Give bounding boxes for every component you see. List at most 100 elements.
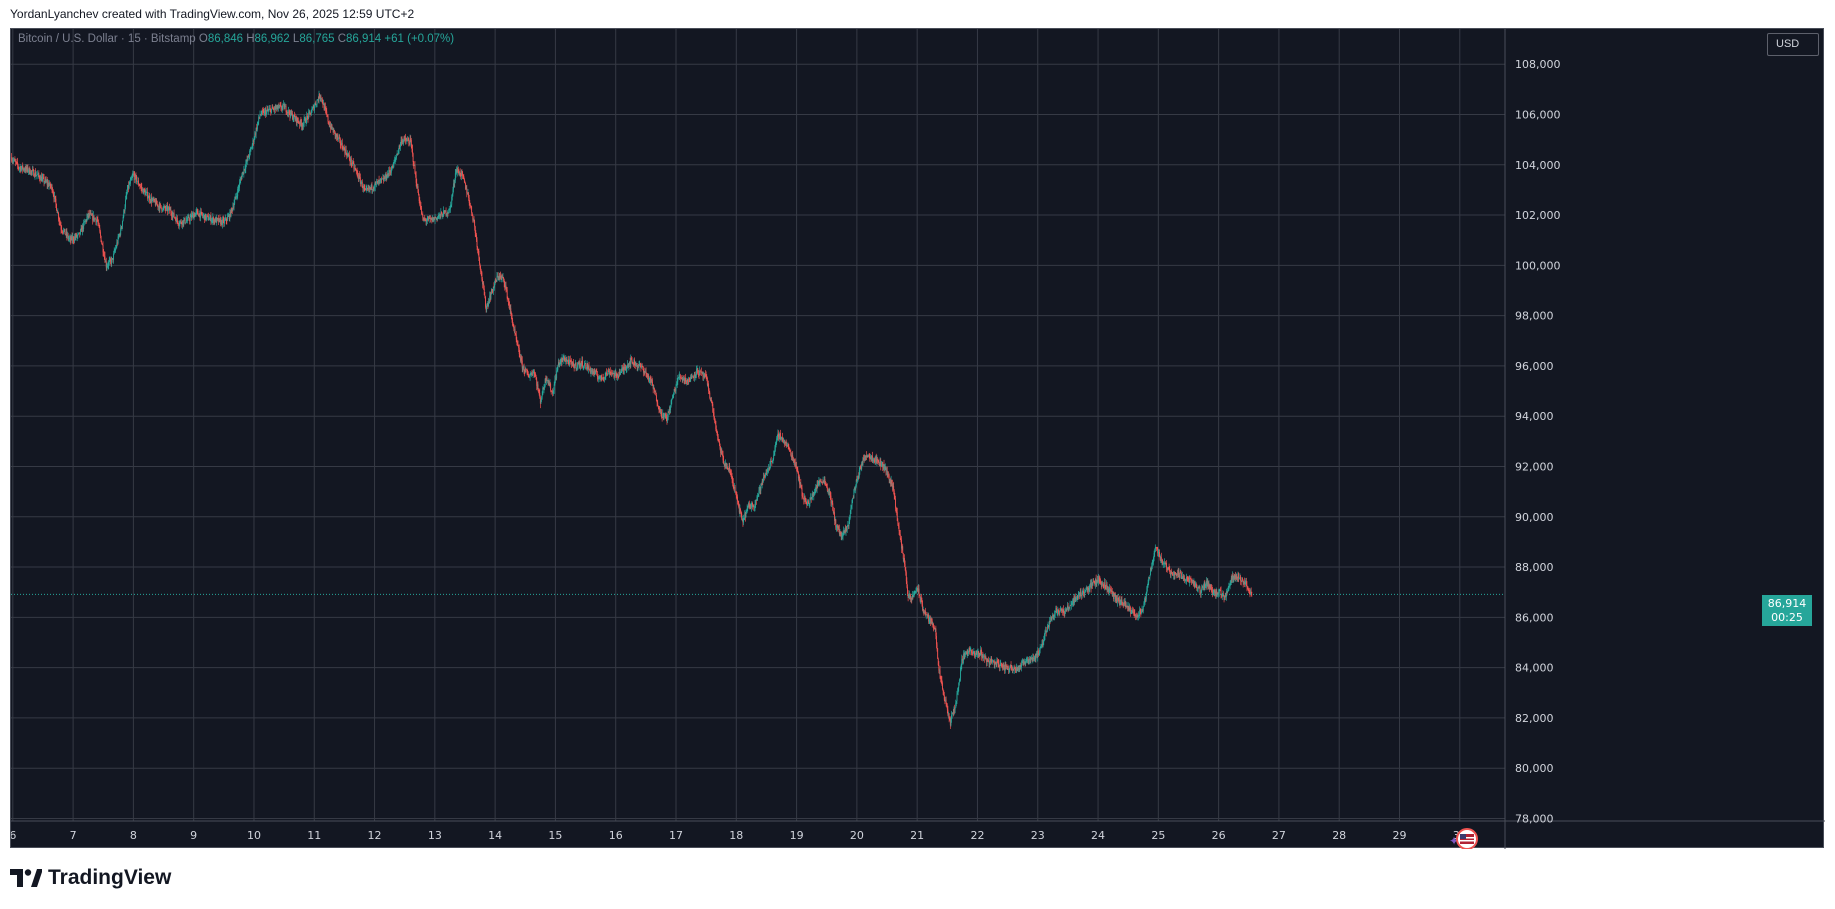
candle-body bbox=[72, 237, 74, 241]
candle-body bbox=[564, 360, 566, 362]
candle-body bbox=[166, 206, 168, 207]
candle-body bbox=[670, 405, 672, 411]
last-price-label: 86,914 00:25 bbox=[1762, 595, 1812, 626]
candle-body bbox=[221, 220, 223, 225]
candle-body bbox=[983, 655, 985, 657]
candle-body bbox=[708, 390, 710, 393]
candle-body bbox=[532, 374, 533, 376]
candle-body bbox=[409, 138, 411, 145]
candle-body bbox=[901, 539, 902, 549]
candle-body bbox=[540, 399, 542, 404]
candle-body bbox=[836, 525, 838, 527]
candle-body bbox=[918, 588, 920, 596]
candle-body bbox=[787, 445, 789, 447]
candle-body bbox=[304, 118, 306, 123]
candle-body bbox=[392, 165, 394, 169]
candle-body bbox=[1025, 661, 1027, 665]
candle-body bbox=[68, 238, 70, 240]
candle-body bbox=[943, 694, 945, 700]
candle-body bbox=[886, 470, 888, 472]
candle-body bbox=[819, 480, 820, 484]
candle-body bbox=[225, 217, 227, 221]
candle-body bbox=[466, 193, 468, 195]
candle-body bbox=[642, 366, 644, 370]
tradingview-logo[interactable]: TradingView bbox=[10, 866, 171, 890]
candle-body bbox=[1132, 611, 1134, 613]
candle-body bbox=[686, 379, 688, 382]
candle-body bbox=[1078, 593, 1080, 595]
candle-body bbox=[102, 245, 104, 253]
candle-body bbox=[963, 653, 965, 660]
candle-body bbox=[884, 467, 886, 470]
candle-body bbox=[278, 105, 280, 107]
candle-body bbox=[76, 235, 78, 238]
candle-body bbox=[850, 507, 852, 515]
candle-body bbox=[281, 108, 283, 110]
candle-body bbox=[1209, 584, 1211, 590]
candle-body bbox=[220, 220, 222, 225]
candle-body bbox=[78, 232, 80, 234]
candle-body bbox=[1125, 602, 1127, 607]
economic-event-marker[interactable]: ✦ bbox=[1449, 828, 1478, 849]
candle-body bbox=[929, 618, 931, 624]
candle-body bbox=[302, 126, 304, 127]
candle-body bbox=[994, 662, 996, 665]
chart-pane[interactable]: 78,000 80,000 82,000 84,000 86,000 88,000 90,0… bbox=[10, 28, 1825, 849]
candle-body bbox=[169, 209, 171, 211]
candle-body bbox=[258, 116, 260, 118]
candle-body bbox=[740, 511, 742, 514]
candle-body bbox=[664, 414, 665, 416]
candle-body bbox=[522, 366, 524, 369]
candle-body bbox=[81, 227, 83, 232]
symbol-name[interactable]: Bitcoin / U.S. Dollar · 15 · Bitstamp bbox=[18, 33, 196, 45]
price-axis[interactable]: 78,00080,00082,00084,00086,00088,00090,0… bbox=[1515, 58, 1561, 825]
candle-body bbox=[769, 464, 771, 470]
time-axis[interactable]: 6 7 8 9 10 11 12 13 14 15 16 17 18 19 20 21 22 23 24 25 26 27… bbox=[11, 829, 1467, 842]
candle-body bbox=[38, 173, 40, 177]
candle-body bbox=[694, 372, 696, 377]
candle-body bbox=[188, 216, 190, 220]
candle-body bbox=[951, 712, 953, 716]
candle-body bbox=[741, 518, 743, 520]
price-chart[interactable]: 78,00080,00082,00084,00086,00088,00090,0… bbox=[11, 29, 1825, 849]
candle-body bbox=[289, 113, 291, 117]
candle-body bbox=[916, 587, 918, 589]
candle-body bbox=[178, 224, 180, 226]
symbol-legend[interactable]: Bitcoin / U.S. Dollar · 15 · Bitstamp O8… bbox=[18, 33, 454, 45]
tradingview-logo-text: TradingView bbox=[48, 866, 172, 889]
candle-body bbox=[72, 237, 74, 241]
candle-body bbox=[635, 364, 637, 366]
currency-button[interactable]: USD bbox=[1767, 33, 1819, 56]
candle-body bbox=[521, 360, 523, 369]
candle-body bbox=[1030, 658, 1032, 661]
candle-body bbox=[849, 517, 851, 522]
candle-body bbox=[1245, 581, 1247, 586]
candle-body bbox=[398, 145, 400, 151]
candle-body bbox=[11, 160, 13, 162]
candle-body bbox=[432, 217, 434, 222]
candle-body bbox=[113, 253, 115, 260]
candle-body bbox=[439, 214, 441, 216]
candle-body bbox=[56, 203, 57, 211]
candle-body bbox=[307, 116, 309, 119]
candle-body bbox=[939, 670, 940, 672]
candle-body bbox=[825, 482, 826, 485]
candle-body bbox=[1068, 606, 1070, 611]
candle-body bbox=[1060, 608, 1062, 611]
candle-body bbox=[423, 218, 425, 221]
candle-body bbox=[693, 376, 695, 378]
candle-body bbox=[470, 205, 472, 207]
candle-body bbox=[337, 137, 339, 139]
candle-body bbox=[399, 143, 401, 148]
candle-body bbox=[1180, 572, 1182, 574]
candle-body bbox=[37, 174, 39, 176]
candle-body bbox=[1214, 591, 1216, 593]
candle-body bbox=[488, 301, 489, 306]
high-value: 86,962 bbox=[254, 33, 290, 45]
candle-body bbox=[893, 486, 895, 492]
candle-body bbox=[1216, 591, 1218, 594]
candle-body bbox=[416, 186, 418, 189]
candle-body bbox=[692, 376, 694, 378]
price-tick-label: 106,000 bbox=[1515, 108, 1561, 121]
candle-body bbox=[86, 217, 88, 221]
